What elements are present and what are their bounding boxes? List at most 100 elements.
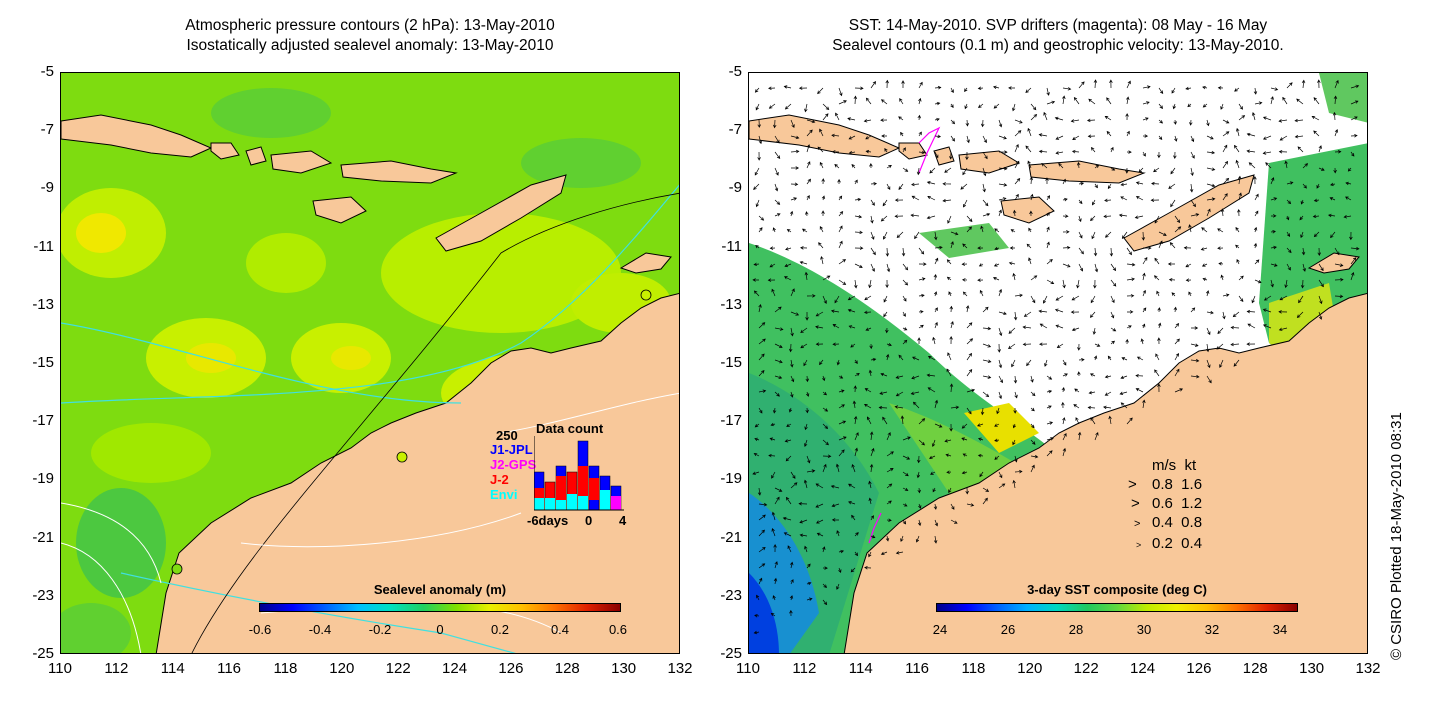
velocity-arrow	[1270, 214, 1277, 218]
velocity-arrow	[947, 352, 952, 361]
velocity-arrow	[1278, 327, 1288, 332]
right-lat-tick: -9	[728, 179, 742, 197]
velocity-arrow	[1270, 96, 1274, 105]
velocity-arrow	[1253, 226, 1258, 233]
velocity-arrow	[898, 116, 904, 121]
velocity-arrow	[1120, 182, 1128, 187]
velocity-arrow	[1254, 279, 1262, 284]
velocity-arrow	[1183, 246, 1192, 250]
velocity-arrow	[917, 487, 921, 494]
velocity-arrow	[1030, 375, 1034, 383]
velocity-arrow	[774, 135, 780, 144]
velocity-arrow	[1073, 404, 1080, 409]
velocity-arrow	[1062, 447, 1067, 457]
sealevel-anomaly-map-graphic	[61, 73, 679, 653]
velocity-arrow	[1090, 417, 1096, 425]
velocity-arrow	[815, 311, 824, 317]
velocity-arrow	[870, 199, 875, 206]
velocity-arrow	[1318, 145, 1322, 153]
velocity-arrow	[1333, 167, 1337, 174]
velocity-arrow	[1046, 87, 1050, 96]
velocity-arrow	[914, 231, 920, 240]
velocity-arrow	[1023, 311, 1032, 317]
velocity-arrow	[1103, 405, 1112, 410]
velocity-arrow	[1333, 95, 1338, 105]
left-lat-tick: -21	[32, 528, 54, 546]
left-lon-tick: 112	[104, 660, 129, 677]
velocity-arrow	[1087, 405, 1096, 410]
velocity-arrow	[822, 599, 828, 606]
velocity-arrow	[1078, 231, 1083, 239]
velocity-arrow	[788, 343, 793, 353]
velocity-arrow	[1078, 199, 1083, 205]
velocity-arrow	[1158, 231, 1167, 236]
velocity-arrow	[998, 150, 1008, 154]
velocity-arrow	[1126, 310, 1134, 314]
velocity-arrow	[1246, 309, 1256, 314]
velocity-arrow	[1171, 292, 1176, 297]
velocity-arrow	[1007, 343, 1016, 350]
velocity-arrow	[1205, 290, 1210, 297]
velocity-arrow	[1206, 359, 1211, 369]
velocity-arrow	[1174, 215, 1181, 224]
velocity-arrow	[788, 407, 793, 413]
left-colorbar-tick: -0.4	[308, 622, 332, 637]
velocity-arrow	[949, 336, 953, 345]
velocity-arrow	[966, 226, 972, 233]
sst-velocity-map[interactable]	[748, 72, 1368, 654]
velocity-arrow	[847, 295, 856, 301]
velocity-legend-values: 0.2 0.4	[1152, 535, 1203, 552]
velocity-arrow	[1220, 208, 1225, 217]
velocity-arrow	[1039, 342, 1048, 346]
left-colorbar-title: Sealevel anomaly (m)	[373, 582, 507, 597]
velocity-arrow	[1142, 134, 1149, 138]
data-count-x-label-start: -6days	[527, 513, 569, 528]
velocity-arrow	[1206, 119, 1210, 127]
velocity-arrow	[1046, 375, 1053, 380]
velocity-arrow	[774, 151, 781, 159]
velocity-arrow	[1046, 405, 1052, 409]
velocity-arrow	[1188, 291, 1192, 297]
velocity-arrow	[1185, 278, 1192, 282]
velocity-arrow	[1071, 327, 1080, 332]
velocity-arrow	[1014, 193, 1019, 201]
left-colorbar-tick: -0.2	[368, 622, 392, 637]
velocity-arrow	[917, 455, 921, 464]
velocity-arrow	[1246, 342, 1256, 346]
velocity-arrow	[944, 167, 952, 173]
velocity-arrow	[1027, 160, 1032, 169]
velocity-arrow	[863, 403, 872, 409]
velocity-arrow	[977, 86, 984, 90]
velocity-arrow	[768, 453, 776, 458]
velocity-arrow	[1062, 197, 1068, 202]
velocity-arrow	[1154, 369, 1160, 377]
velocity-arrow	[1046, 437, 1054, 441]
velocity-arrow	[770, 422, 776, 427]
velocity-arrow	[886, 342, 892, 347]
velocity-arrow	[772, 227, 776, 233]
velocity-arrow	[902, 279, 909, 286]
velocity-arrow	[758, 370, 765, 377]
velocity-arrow	[1334, 150, 1342, 154]
velocity-arrow	[1174, 388, 1184, 393]
velocity-arrow	[1262, 308, 1272, 313]
velocity-arrow	[1296, 311, 1304, 318]
velocity-arrow	[886, 518, 892, 522]
velocity-arrow	[1318, 311, 1323, 320]
right-lat-tick: -19	[720, 470, 742, 488]
velocity-arrow	[838, 567, 842, 573]
velocity-arrow	[1041, 163, 1048, 169]
velocity-arrow	[1236, 127, 1240, 137]
velocity-arrow	[918, 439, 925, 446]
left-title-line1: Atmospheric pressure contours (2 hPa): 1…	[185, 17, 555, 34]
velocity-arrow	[1090, 215, 1096, 222]
velocity-arrow	[1062, 279, 1066, 289]
sealevel-anomaly-map[interactable]	[60, 72, 680, 654]
velocity-arrow	[926, 373, 936, 378]
velocity-arrow	[815, 325, 824, 329]
velocity-arrow	[838, 436, 847, 441]
velocity-arrow	[1279, 295, 1288, 301]
velocity-arrow	[1009, 246, 1016, 250]
velocity-arrow	[1055, 324, 1064, 329]
velocity-arrow	[1012, 479, 1016, 489]
